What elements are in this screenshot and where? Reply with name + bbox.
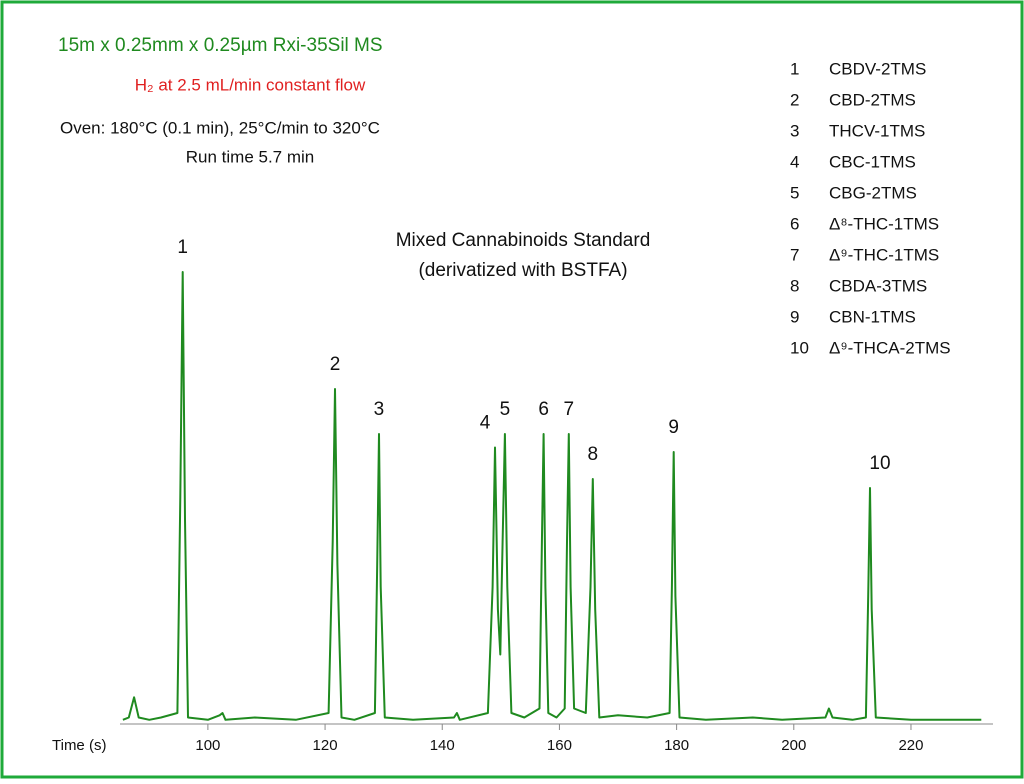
x-tick-label: 120: [313, 737, 338, 754]
peak-label: 1: [177, 237, 188, 258]
legend-compound: CBDV-2TMS: [829, 59, 926, 78]
peak-label: 10: [869, 453, 890, 474]
x-tick-label: 140: [430, 737, 455, 754]
legend-number: 1: [790, 59, 799, 78]
legend-number: 4: [790, 152, 799, 171]
legend-compound: Δ⁹-THCA-2TMS: [829, 338, 951, 357]
carrier-gas: H₂ at 2.5 mL/min constant flow: [135, 75, 366, 94]
peak-label: 3: [374, 399, 385, 420]
peak-label: 2: [330, 354, 341, 375]
legend-compound: Δ⁸-THC-1TMS: [829, 214, 939, 233]
legend-number: 9: [790, 307, 799, 326]
x-tick-label: 180: [664, 737, 689, 754]
peak-label: 7: [564, 399, 575, 420]
legend-compound: CBD-2TMS: [829, 90, 916, 109]
x-tick-label: 200: [781, 737, 806, 754]
legend-number: 2: [790, 90, 799, 109]
legend-compound: CBDA-3TMS: [829, 276, 927, 295]
x-tick-label: 160: [547, 737, 572, 754]
legend-number: 10: [790, 338, 809, 357]
legend-compound: Δ⁹-THC-1TMS: [829, 245, 939, 264]
column-spec: 15m x 0.25mm x 0.25µm Rxi-35Sil MS: [58, 35, 383, 56]
peak-label: 4: [480, 413, 491, 434]
legend-number: 7: [790, 245, 799, 264]
oven-program: Oven: 180°C (0.1 min), 25°C/min to 320°C: [60, 118, 380, 137]
x-tick-label: 220: [898, 737, 923, 754]
chart-subtitle: (derivatized with BSTFA): [418, 260, 627, 281]
legend-number: 3: [790, 121, 799, 140]
legend-compound: CBG-2TMS: [829, 183, 917, 202]
legend-number: 5: [790, 183, 799, 202]
peak-label: 5: [500, 399, 511, 420]
x-tick-label: 100: [195, 737, 220, 754]
legend-compound: THCV-1TMS: [829, 121, 925, 140]
chart-title: Mixed Cannabinoids Standard: [396, 230, 651, 251]
x-axis-label: Time (s): [52, 737, 106, 754]
peak-label: 8: [588, 444, 599, 465]
legend-compound: CBC-1TMS: [829, 152, 916, 171]
legend-compound: CBN-1TMS: [829, 307, 916, 326]
legend-number: 6: [790, 214, 799, 233]
run-time: Run time 5.7 min: [186, 147, 315, 166]
legend-number: 8: [790, 276, 799, 295]
peak-label: 6: [538, 399, 549, 420]
peak-label: 9: [668, 417, 679, 438]
chromatogram-trace: [122, 271, 982, 721]
